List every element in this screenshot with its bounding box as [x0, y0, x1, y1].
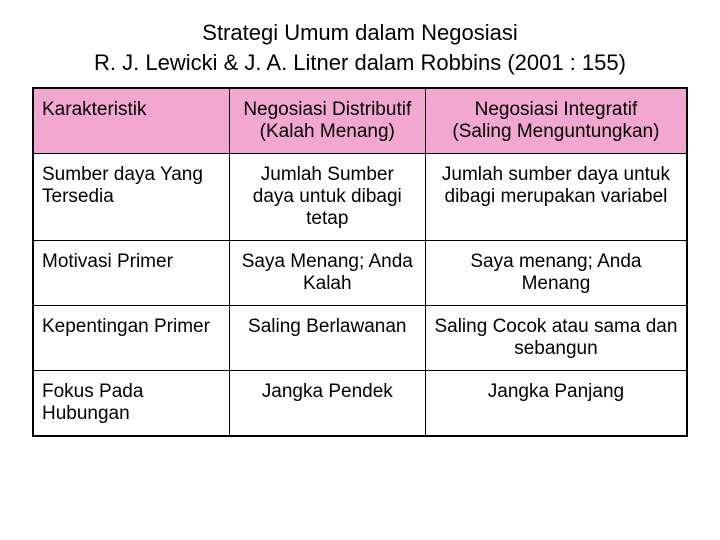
cell-distributif: Saya Menang; Anda Kalah	[229, 241, 425, 306]
table-header-row: Karakteristik Negosiasi Distributif (Kal…	[33, 88, 687, 154]
cell-distributif: Jumlah Sumber daya untuk dibagi tetap	[229, 154, 425, 241]
cell-distributif: Saling Berlawanan	[229, 306, 425, 371]
header-karakteristik: Karakteristik	[33, 88, 229, 154]
slide-title: Strategi Umum dalam Negosiasi R. J. Lewi…	[32, 18, 688, 77]
header-col2-line2: (Kalah Menang)	[260, 121, 395, 142]
cell-karakteristik: Motivasi Primer	[33, 241, 229, 306]
header-col2-line1: Negosiasi Distributif	[243, 99, 411, 120]
cell-karakteristik: Sumber daya Yang Tersedia	[33, 154, 229, 241]
cell-karakteristik: Fokus Pada Hubungan	[33, 371, 229, 437]
title-line-2: R. J. Lewicki & J. A. Litner dalam Robbi…	[94, 50, 626, 75]
cell-karakteristik: Kepentingan Primer	[33, 306, 229, 371]
table-row: Motivasi Primer Saya Menang; Anda Kalah …	[33, 241, 687, 306]
table-row: Fokus Pada Hubungan Jangka Pendek Jangka…	[33, 371, 687, 437]
header-col3-line2: (Saling Menguntungkan)	[452, 121, 659, 142]
header-col1-text: Karakteristik	[42, 99, 147, 120]
negotiation-table: Karakteristik Negosiasi Distributif (Kal…	[32, 87, 688, 437]
header-integratif: Negosiasi Integratif (Saling Menguntungk…	[425, 88, 687, 154]
table-row: Sumber daya Yang Tersedia Jumlah Sumber …	[33, 154, 687, 241]
cell-integratif: Jangka Panjang	[425, 371, 687, 437]
header-distributif: Negosiasi Distributif (Kalah Menang)	[229, 88, 425, 154]
header-col3-line1: Negosiasi Integratif	[475, 99, 638, 120]
cell-integratif: Jumlah sumber daya untuk dibagi merupaka…	[425, 154, 687, 241]
title-line-1: Strategi Umum dalam Negosiasi	[202, 20, 517, 45]
cell-integratif: Saya menang; Anda Menang	[425, 241, 687, 306]
cell-distributif: Jangka Pendek	[229, 371, 425, 437]
cell-integratif: Saling Cocok atau sama dan sebangun	[425, 306, 687, 371]
table-row: Kepentingan Primer Saling Berlawanan Sal…	[33, 306, 687, 371]
